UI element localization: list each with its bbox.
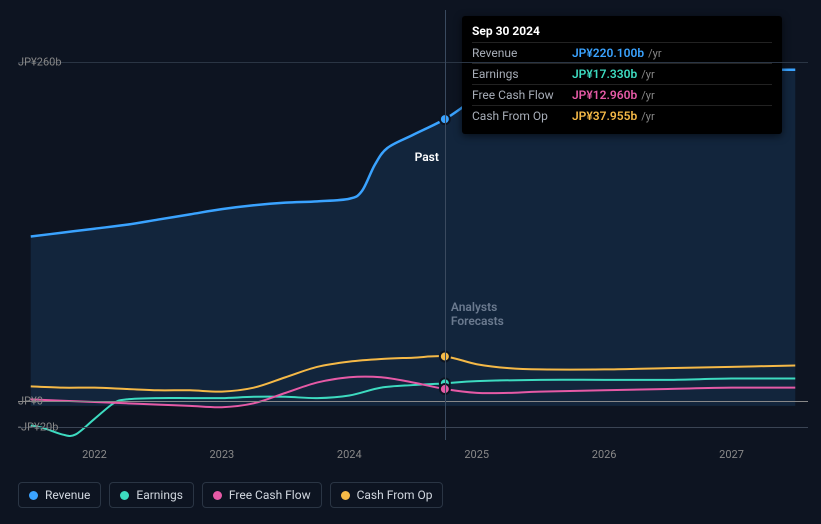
tooltip-row: Free Cash FlowJP¥12.960b/yr bbox=[472, 84, 772, 105]
x-tick-label: 2022 bbox=[82, 448, 107, 461]
legend-dot bbox=[213, 491, 222, 500]
legend-label: Revenue bbox=[45, 488, 90, 502]
y-tick-label: -JP¥20b bbox=[18, 420, 58, 433]
tooltip-rows: RevenueJP¥220.100b/yrEarningsJP¥17.330b/… bbox=[472, 42, 772, 126]
tooltip-row-unit: /yr bbox=[641, 110, 654, 123]
y-gridline bbox=[18, 62, 808, 63]
x-tick-label: 2024 bbox=[337, 448, 362, 461]
tooltip-row-value: JP¥12.960b bbox=[572, 88, 637, 102]
chart-legend: Revenue Earnings Free Cash Flow Cash From O… bbox=[18, 482, 443, 508]
tooltip-row-label: Revenue bbox=[472, 46, 572, 60]
tooltip-row: RevenueJP¥220.100b/yr bbox=[472, 42, 772, 63]
legend-dot bbox=[29, 491, 38, 500]
x-tick-label: 2025 bbox=[464, 448, 489, 461]
tooltip-row-unit: /yr bbox=[641, 89, 654, 102]
tooltip-row-label: Free Cash Flow bbox=[472, 88, 572, 102]
past-forecast-divider bbox=[445, 10, 446, 440]
legend-dot bbox=[120, 491, 129, 500]
tooltip-row-unit: /yr bbox=[648, 47, 661, 60]
legend-label: Earnings bbox=[136, 488, 183, 502]
x-tick-label: 2027 bbox=[719, 448, 744, 461]
legend-label: Free Cash Flow bbox=[229, 488, 311, 502]
section-label-forecast: Analysts Forecasts bbox=[451, 300, 504, 328]
legend-item-earnings[interactable]: Earnings bbox=[109, 482, 194, 508]
legend-label: Cash From Op bbox=[357, 488, 433, 502]
legend-item-revenue[interactable]: Revenue bbox=[18, 482, 101, 508]
x-tick-label: 2026 bbox=[592, 448, 617, 461]
legend-dot bbox=[341, 491, 350, 500]
hover-tooltip: Sep 30 2024 RevenueJP¥220.100b/yrEarning… bbox=[462, 16, 782, 134]
tooltip-row-value: JP¥220.100b bbox=[572, 46, 644, 60]
tooltip-row: Cash From OpJP¥37.955b/yr bbox=[472, 105, 772, 126]
legend-item-cash-from-op[interactable]: Cash From Op bbox=[330, 482, 444, 508]
y-gridline bbox=[18, 427, 808, 428]
x-axis-labels: 2022 2023 2024 2025 2026 2027 bbox=[18, 448, 808, 468]
x-tick-label: 2023 bbox=[209, 448, 234, 461]
tooltip-row-label: Earnings bbox=[472, 67, 572, 81]
tooltip-row-value: JP¥17.330b bbox=[572, 67, 637, 81]
tooltip-date: Sep 30 2024 bbox=[472, 24, 772, 38]
y-tick-label: JP¥260b bbox=[18, 56, 62, 69]
tooltip-row-label: Cash From Op bbox=[472, 109, 572, 123]
section-label-past: Past bbox=[415, 150, 439, 164]
y-tick-label: JP¥0 bbox=[18, 394, 43, 407]
legend-item-free-cash-flow[interactable]: Free Cash Flow bbox=[202, 482, 322, 508]
tooltip-row: EarningsJP¥17.330b/yr bbox=[472, 63, 772, 84]
y-gridline bbox=[18, 401, 808, 402]
tooltip-row-unit: /yr bbox=[641, 68, 654, 81]
tooltip-row-value: JP¥37.955b bbox=[572, 109, 637, 123]
